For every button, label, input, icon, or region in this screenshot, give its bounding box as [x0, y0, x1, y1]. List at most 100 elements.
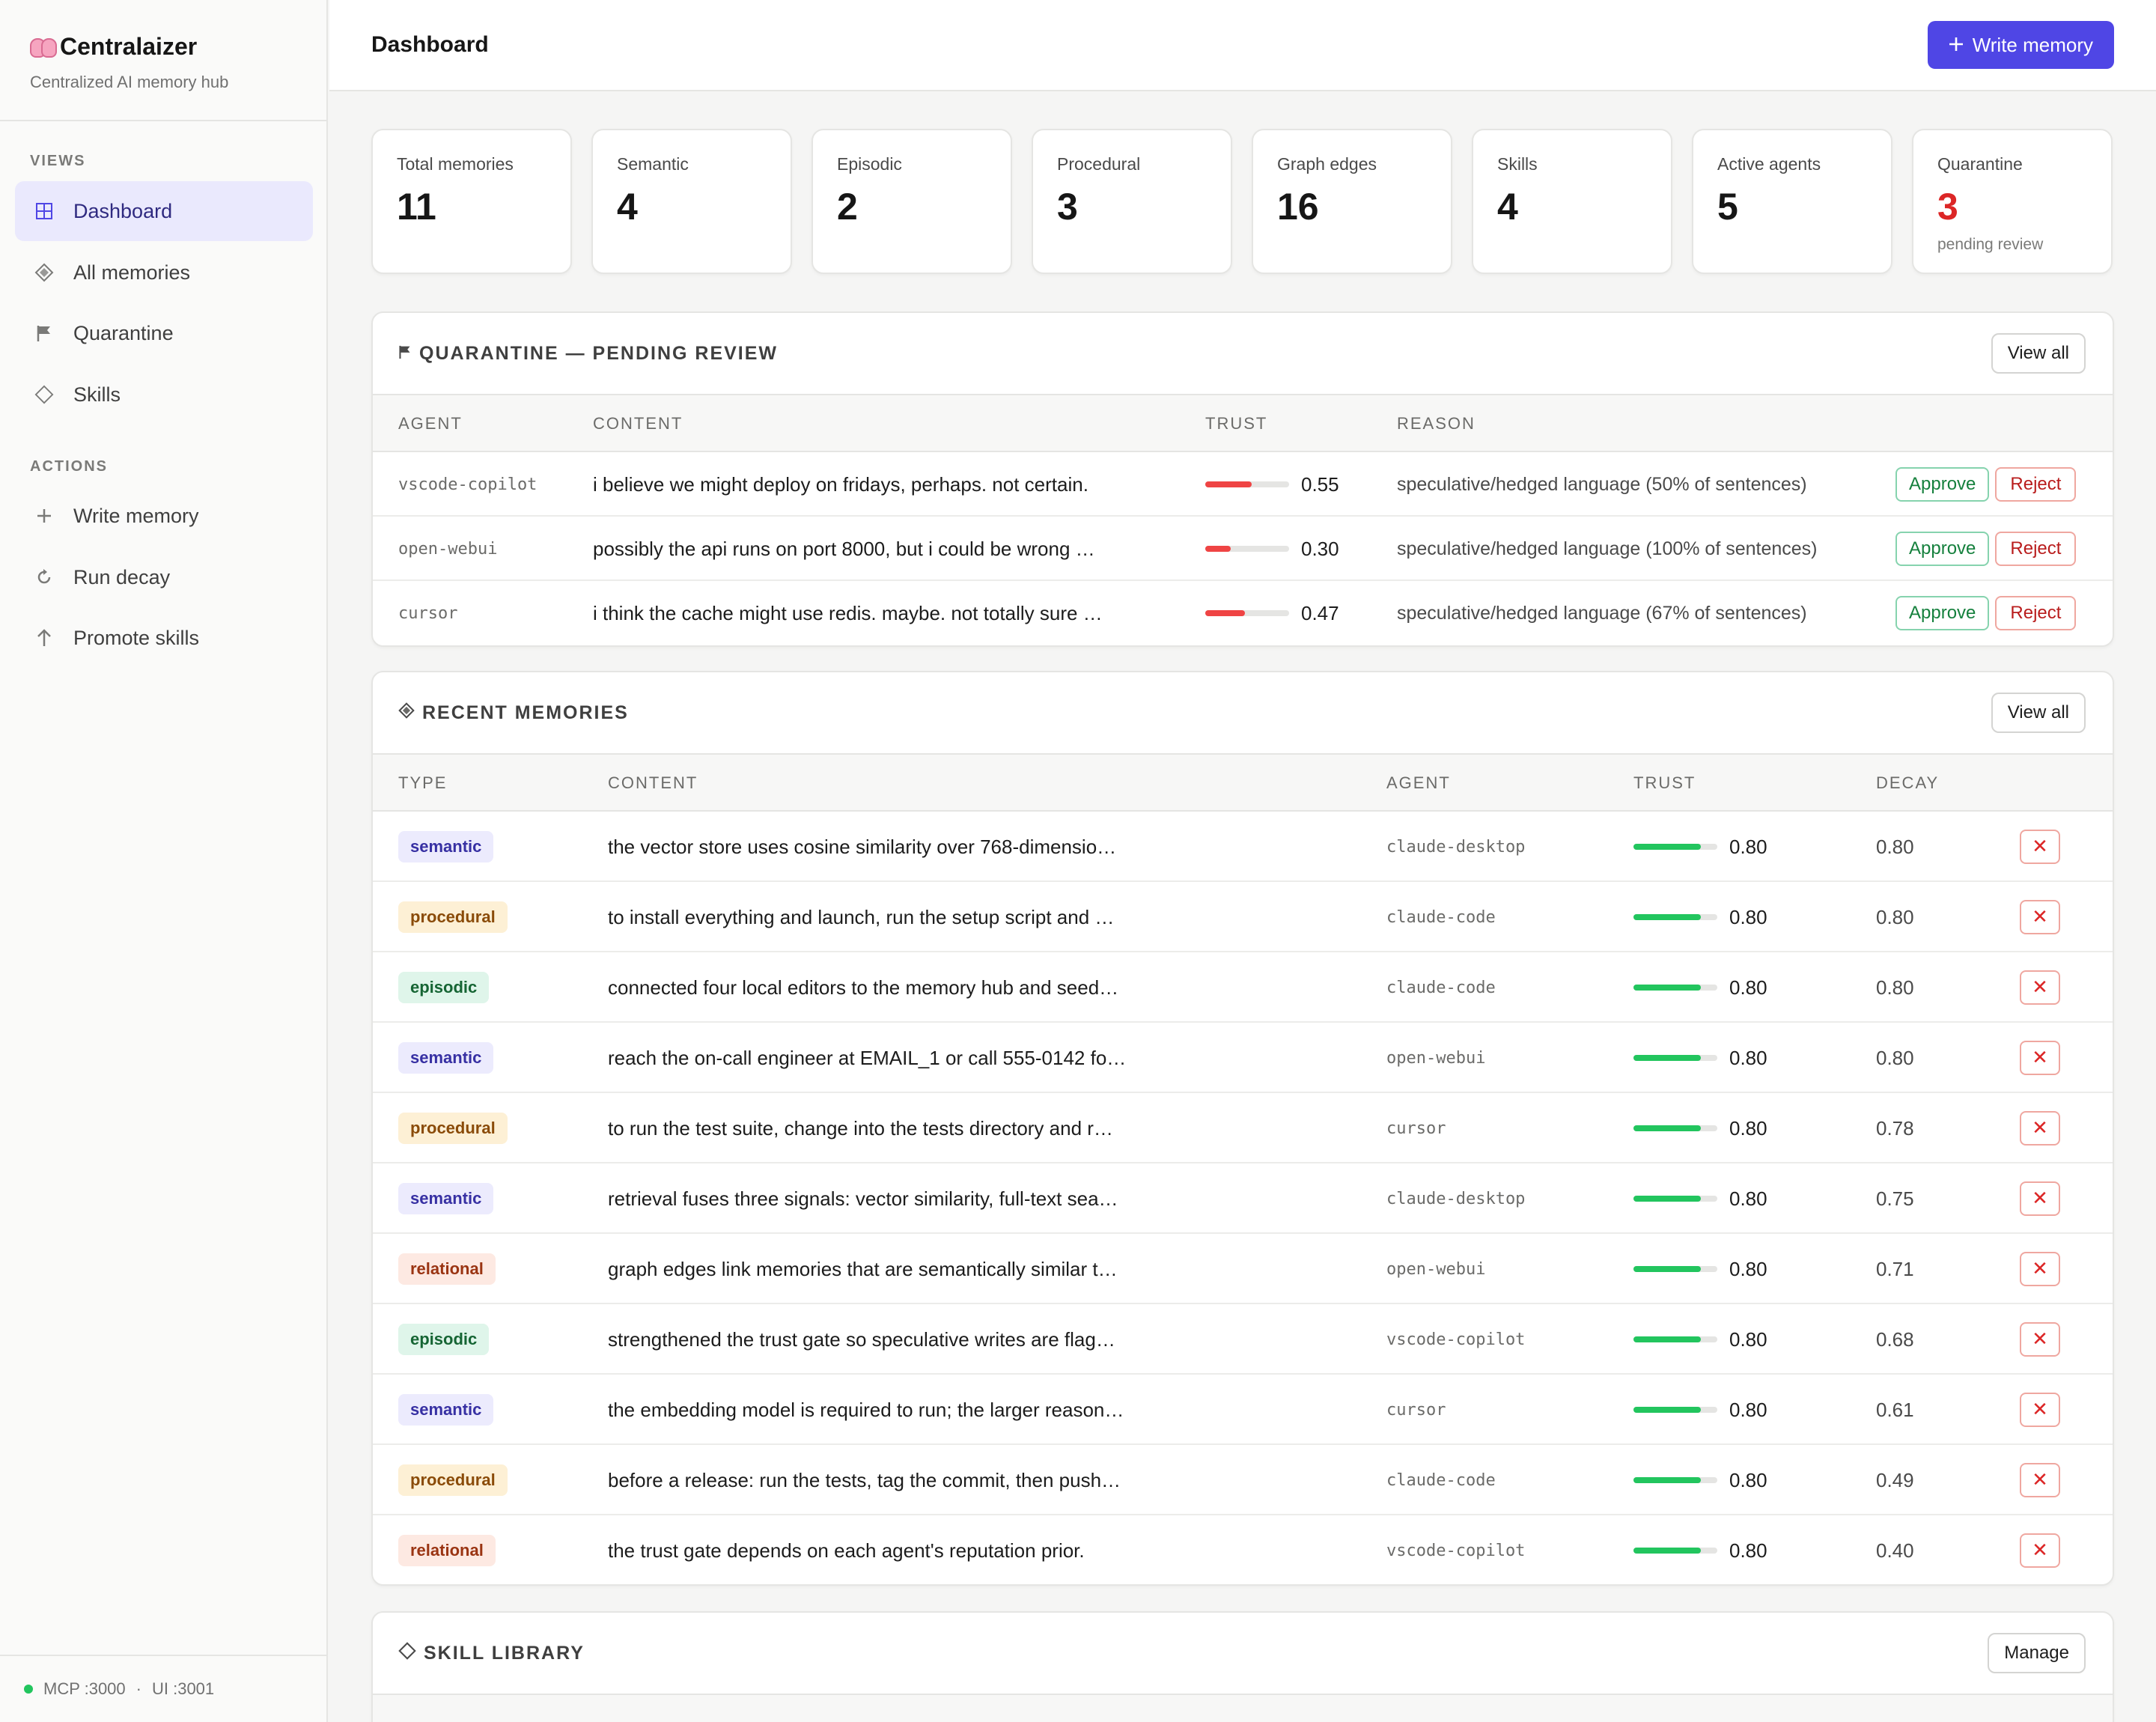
- trust-bar-fill: [1633, 1336, 1701, 1342]
- recent-title: RECENT MEMORIES: [422, 702, 629, 723]
- agent-cell: vscode-copilot: [398, 475, 538, 494]
- content-cell: the vector store uses cosine similarity …: [608, 835, 1117, 858]
- trust-bar-fill: [1633, 985, 1701, 991]
- stat-value: 11: [397, 186, 436, 228]
- stat-card-active-agents: Active agents 5: [1692, 129, 1892, 274]
- column-header: REASON: [1397, 414, 1476, 433]
- delete-cell: ✕: [2020, 1304, 2060, 1375]
- table-row: cursor i think the cache might use redis.…: [373, 581, 2113, 645]
- sidebar-item-all-memories[interactable]: All memories: [15, 243, 313, 302]
- delete-memory-button[interactable]: ✕: [2020, 1111, 2060, 1146]
- write-memory-button[interactable]: Write memory: [1927, 21, 2114, 69]
- quarantine-rows: vscode-copilot i believe we might deploy …: [373, 452, 2113, 645]
- trust-bar: [1633, 985, 1717, 991]
- sidebar-item-skills[interactable]: Skills: [15, 365, 313, 425]
- delete-memory-button[interactable]: ✕: [2020, 1181, 2060, 1216]
- type-badge: episodic: [398, 1324, 490, 1355]
- delete-memory-button[interactable]: ✕: [2020, 1533, 2060, 1568]
- reject-button[interactable]: Reject: [1995, 532, 2077, 566]
- panel-title: SKILL LIBRARY: [398, 1641, 585, 1665]
- stat-card-quarantine: Quarantine 3 pending review: [1912, 129, 2113, 274]
- delete-memory-button[interactable]: ✕: [2020, 1252, 2060, 1286]
- trust-bar-fill: [1633, 844, 1701, 850]
- quarantine-view-all-button[interactable]: View all: [1991, 333, 2086, 374]
- panel-header: SKILL LIBRARY Manage: [373, 1613, 2113, 1695]
- app-title: Centralaizer: [30, 33, 296, 61]
- content-cell: strengthened the trust gate so speculati…: [608, 1327, 1115, 1351]
- panel-header: RECENT MEMORIES View all: [373, 672, 2113, 755]
- table-row: procedural before a release: run the test…: [373, 1445, 2113, 1515]
- reject-button[interactable]: Reject: [1995, 467, 2077, 502]
- stat-value: 4: [617, 186, 638, 228]
- agent-cell: cursor: [1386, 1119, 1446, 1138]
- sidebar-item-write-memory[interactable]: Write memory: [15, 486, 313, 546]
- stat-label: Skills: [1497, 154, 1538, 174]
- type-cell: semantic: [398, 1023, 494, 1093]
- stat-note: pending review: [1937, 236, 2044, 253]
- sidebar-item-label: Quarantine: [73, 321, 174, 344]
- decay-cell: 0.80: [1876, 835, 1914, 858]
- trust-value: 0.80: [1729, 905, 1767, 928]
- approve-button[interactable]: Approve: [1895, 467, 1990, 502]
- delete-memory-button[interactable]: ✕: [2020, 900, 2060, 934]
- close-icon: ✕: [2032, 1469, 2048, 1491]
- recent-view-all-button[interactable]: View all: [1991, 693, 2086, 733]
- stat-value: 4: [1497, 186, 1518, 228]
- delete-memory-button[interactable]: ✕: [2020, 1041, 2060, 1075]
- trust-bar: [1633, 914, 1717, 920]
- approve-button[interactable]: Approve: [1895, 596, 1990, 630]
- delete-memory-button[interactable]: ✕: [2020, 1463, 2060, 1497]
- decay-cell: 0.80: [1876, 976, 1914, 999]
- trust-value: 0.30: [1301, 537, 1339, 560]
- approve-button[interactable]: Approve: [1895, 532, 1990, 566]
- sidebar-item-quarantine[interactable]: Quarantine: [15, 303, 313, 363]
- close-icon: ✕: [2032, 1328, 2048, 1351]
- status-dot-icon: [24, 1685, 33, 1694]
- sidebar-item-promote-skills[interactable]: Promote skills: [15, 608, 313, 668]
- trust-bar: [1633, 1477, 1717, 1483]
- type-cell: procedural: [398, 1445, 508, 1515]
- delete-memory-button[interactable]: ✕: [2020, 1393, 2060, 1427]
- type-badge: procedural: [398, 1464, 508, 1496]
- type-cell: semantic: [398, 812, 494, 882]
- decay-cell: 0.49: [1876, 1468, 1914, 1491]
- trust-bar: [1205, 610, 1289, 616]
- skills-manage-button[interactable]: Manage: [1988, 1633, 2086, 1673]
- table-row: procedural to run the test suite, change …: [373, 1093, 2113, 1163]
- close-icon: ✕: [2032, 836, 2048, 858]
- trust-bar: [1633, 1407, 1717, 1413]
- table-row: relational graph edges link memories that…: [373, 1234, 2113, 1304]
- table-row: semantic retrieval fuses three signals: v…: [373, 1163, 2113, 1234]
- trust-value: 0.80: [1729, 1257, 1767, 1280]
- sidebar-item-dashboard[interactable]: Dashboard: [15, 181, 313, 241]
- sidebar-item-run-decay[interactable]: Run decay: [15, 547, 313, 607]
- trust-bar-fill: [1633, 1548, 1701, 1554]
- reject-button[interactable]: Reject: [1995, 596, 2077, 630]
- trust-value: 0.80: [1729, 1398, 1767, 1421]
- trust-cell: 0.80: [1633, 1445, 1767, 1515]
- delete-memory-button[interactable]: ✕: [2020, 830, 2060, 864]
- sidebar-item-label: All memories: [73, 261, 191, 284]
- agent-cell: claude-desktop: [1386, 1189, 1526, 1208]
- stat-label: Episodic: [837, 154, 902, 174]
- plus-icon: [1949, 34, 1964, 57]
- delete-memory-button[interactable]: ✕: [2020, 970, 2060, 1005]
- brain-icon: [30, 37, 57, 58]
- stat-card-semantic: Semantic 4: [591, 129, 792, 274]
- stat-card-graph-edges: Graph edges 16: [1252, 129, 1452, 274]
- sidebar-item-label: Promote skills: [73, 626, 200, 649]
- type-badge: relational: [398, 1253, 496, 1285]
- quarantine-title: QUARANTINE — PENDING REVIEW: [419, 342, 779, 364]
- panel-header: QUARANTINE — PENDING REVIEW View all: [373, 313, 2113, 395]
- content-cell: i think the cache might use redis. maybe…: [593, 601, 1103, 624]
- close-icon: ✕: [2032, 1117, 2048, 1140]
- delete-memory-button[interactable]: ✕: [2020, 1322, 2060, 1357]
- recent-rows: semantic the vector store uses cosine sim…: [373, 812, 2113, 1584]
- panel-title: QUARANTINE — PENDING REVIEW: [398, 343, 778, 365]
- table-header: [373, 1695, 2113, 1722]
- column-header: TRUST: [1633, 773, 1696, 792]
- table-row: episodic connected four local editors to …: [373, 952, 2113, 1023]
- diamond-outline-icon: [398, 1641, 416, 1665]
- trust-bar: [1633, 1196, 1717, 1202]
- ui-port: UI :3001: [151, 1679, 215, 1698]
